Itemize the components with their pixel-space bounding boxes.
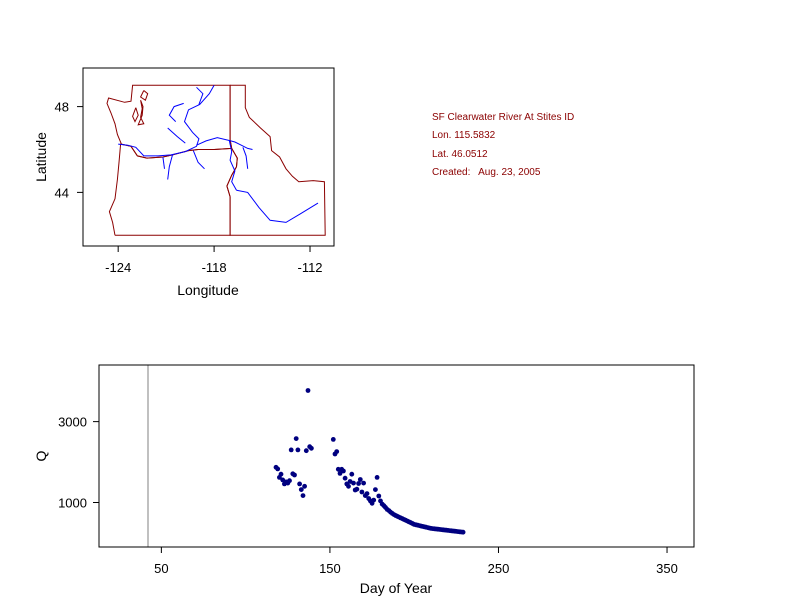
- river-line-8: [167, 154, 173, 180]
- data-point: [293, 436, 299, 441]
- data-point: [364, 491, 370, 496]
- river-line-2: [228, 140, 237, 191]
- data-point: [275, 466, 281, 472]
- data-point: [373, 487, 378, 492]
- river-line-5: [167, 127, 186, 144]
- map-frame: [82, 67, 335, 247]
- data-point: [361, 480, 366, 486]
- state-border-4: [132, 107, 139, 123]
- data-point: [359, 489, 365, 495]
- data-point: [278, 471, 284, 477]
- scatter-frame: [98, 364, 695, 548]
- data-point: [374, 475, 380, 480]
- data-point: [298, 487, 304, 492]
- station-name: SF Clearwater River At Stites ID: [432, 112, 575, 123]
- data-point: [346, 483, 351, 489]
- map-y-tick-label: 44: [55, 185, 69, 200]
- data-point: [303, 448, 309, 454]
- data-point: [335, 466, 341, 472]
- station-longitude: Lon. 115.5832: [432, 130, 496, 141]
- data-point: [292, 472, 297, 478]
- river-line-3: [236, 189, 319, 223]
- scatter-y-tick-label: 1000: [58, 496, 87, 511]
- scatter-y-axis-label: Q: [33, 450, 49, 461]
- map-y-axis-label: Latitude: [33, 132, 49, 182]
- data-point: [287, 478, 292, 484]
- data-point: [330, 437, 336, 442]
- map-x-axis: -124 -118 -112: [105, 246, 323, 275]
- data-point: [302, 483, 307, 489]
- station-latitude: Lat. 46.0512: [432, 149, 488, 160]
- map-x-axis-label: Longitude: [177, 282, 239, 298]
- data-point: [305, 388, 311, 393]
- discharge-scatter-panel: 50 150 250 350 1000 3000 Day of Year Q: [33, 364, 695, 596]
- scatter-y-tick-label: 3000: [58, 415, 87, 430]
- data-point: [341, 468, 346, 474]
- data-point: [334, 449, 340, 454]
- data-point: [354, 486, 360, 492]
- map-x-tick-label: -112: [297, 260, 322, 275]
- river-line-10: [192, 150, 205, 170]
- map-y-tick-label: 48: [55, 100, 69, 115]
- rivers: [118, 84, 319, 223]
- data-point: [288, 447, 294, 453]
- data-point: [349, 471, 355, 477]
- scatter-x-tick-label: 250: [488, 561, 510, 576]
- state-border-1: [108, 143, 238, 236]
- scatter-x-tick-label: 50: [154, 561, 168, 576]
- river-line-7: [242, 147, 249, 169]
- scatter-x-tick-label: 350: [656, 561, 678, 576]
- data-point: [309, 445, 314, 451]
- data-point: [297, 481, 302, 487]
- map-y-axis: 44 48: [55, 100, 83, 200]
- river-line-6: [196, 86, 204, 105]
- river-line-0: [118, 84, 215, 157]
- state-border-2: [226, 84, 326, 236]
- data-point: [351, 480, 356, 486]
- state-borders: [106, 84, 326, 236]
- state-border-3: [137, 100, 145, 126]
- data-point: [295, 447, 301, 453]
- river-line-4: [168, 102, 184, 122]
- map-x-tick-label: -124: [105, 260, 131, 275]
- data-point: [300, 493, 306, 498]
- scatter-points: [273, 388, 466, 535]
- data-point: [342, 475, 348, 481]
- scatter-x-axis: 50 150 250 350: [154, 547, 678, 576]
- scatter-y-axis: 1000 3000: [58, 415, 99, 511]
- data-point: [337, 471, 343, 476]
- data-point: [371, 497, 377, 503]
- river-line-1: [196, 137, 253, 150]
- map-panel: -124 -118 -112 44 48 Longitude Latitude: [33, 67, 335, 298]
- scatter-x-tick-label: 150: [319, 561, 341, 576]
- data-point: [460, 529, 466, 535]
- river-line-9: [162, 156, 165, 169]
- data-point: [376, 493, 382, 499]
- data-point: [357, 477, 363, 482]
- created-date: Created: Aug. 23, 2005: [432, 167, 541, 178]
- state-border-0: [106, 84, 233, 159]
- state-border-5: [139, 90, 149, 101]
- scatter-x-axis-label: Day of Year: [360, 580, 433, 596]
- data-point: [356, 481, 361, 486]
- map-x-tick-label: -118: [202, 260, 227, 275]
